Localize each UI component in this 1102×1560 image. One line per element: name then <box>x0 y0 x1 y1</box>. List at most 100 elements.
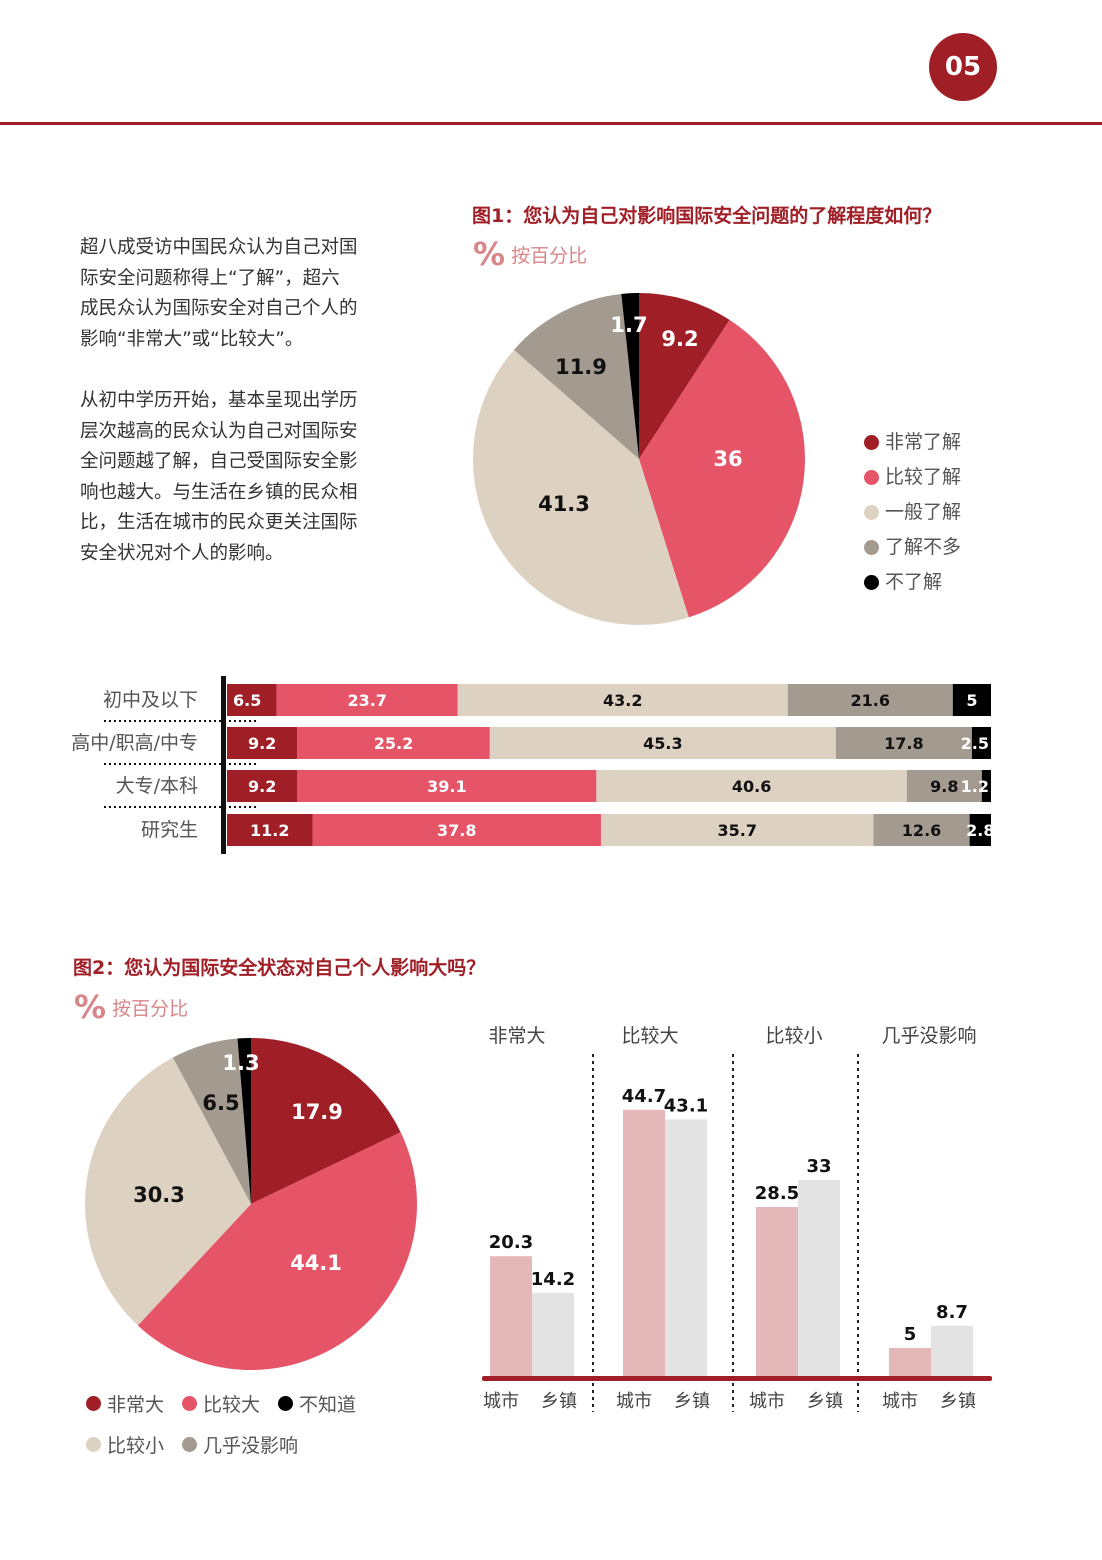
bar-value-label: 33 <box>806 1156 831 1177</box>
slice-label: 9.2 <box>661 327 698 351</box>
slice-label: 44.1 <box>290 1251 342 1275</box>
paragraph-2: 从初中学历开始，基本呈现出学历 层次越高的民众认为自己对国际安 全问题越了解，自… <box>80 386 358 569</box>
bar-category-label: 城市 <box>882 1391 918 1412</box>
bar-value-label: 43.1 <box>664 1095 708 1116</box>
category-label: 高中/职高/中专 <box>71 732 198 754</box>
percent-icon: % <box>74 988 107 1026</box>
text-line: 从初中学历开始，基本呈现出学历 <box>80 390 358 411</box>
text-line: 响也越大。与生活在乡镇的民众相 <box>80 481 358 503</box>
legend-dot-icon <box>864 505 879 520</box>
group-title: 非常大 <box>488 1025 545 1047</box>
text-line: 安全状况对个人的影响。 <box>80 542 284 564</box>
legend-dot-icon <box>182 1396 198 1411</box>
figure2-pie-chart: 17.9 44.1 30.3 6.5 1.3 <box>85 1038 417 1370</box>
bar-value-label: 28.5 <box>755 1183 799 1204</box>
legend-dot-icon <box>864 470 879 485</box>
bar-segment <box>952 684 991 716</box>
bar <box>490 1256 532 1378</box>
bar <box>889 1348 931 1378</box>
legend-dot-icon <box>864 540 879 555</box>
figure1-pie-chart: 9.2 36 41.3 11.91.7 <box>472 293 805 625</box>
bar-segment <box>457 684 788 716</box>
bar-segment <box>297 727 490 759</box>
segment-label: 37.8 <box>437 821 476 840</box>
bar-segment <box>596 770 907 802</box>
pie-slice <box>251 1038 401 1204</box>
segment-label: 12.6 <box>902 821 941 840</box>
pie-slice <box>237 1038 251 1204</box>
group-title: 几乎没影响 <box>881 1025 976 1047</box>
unit-label: 按百分比 <box>511 244 588 267</box>
segment-label: 9.8 <box>930 777 958 796</box>
segment-label: 45.3 <box>643 734 682 753</box>
figure1-unit: % 按百分比 <box>473 238 587 270</box>
pie-slice <box>172 1038 251 1204</box>
legend-label: 不了解 <box>885 571 943 593</box>
bar-category-label: 城市 <box>483 1391 519 1412</box>
bar-category-label: 乡镇 <box>940 1391 976 1412</box>
bar-segment <box>297 770 597 802</box>
bar-category-label: 城市 <box>616 1391 652 1412</box>
category-label: 大专/本科 <box>116 775 198 797</box>
legend-label: 几乎没影响 <box>203 1435 299 1457</box>
legend-label: 比较小 <box>107 1435 165 1457</box>
bar-segment <box>227 684 277 716</box>
legend-dot-icon <box>278 1396 294 1411</box>
figure1-title: 图1：您认为自己对影响国际安全问题的了解程度如何？ <box>472 205 942 227</box>
bar-value-label: 44.7 <box>622 1086 666 1107</box>
figure2-legend: 非常大 比较大 不知道 比较小 几乎没影响 <box>86 1390 356 1472</box>
pie-slice <box>639 319 805 618</box>
segment-label: 43.2 <box>603 691 642 710</box>
bar-value-label: 8.7 <box>936 1302 968 1323</box>
bar <box>798 1180 840 1378</box>
city-town-grouped-bar-chart: 非常大 20.3 城市 14.2 乡镇 比较大 44.7 城市 43.1 乡镇 比较小 28.5 城市 3… <box>482 1025 992 1412</box>
bar-segment <box>971 727 991 759</box>
bar-segment <box>873 814 970 846</box>
legend-item: 比较小 <box>86 1431 164 1458</box>
category-label: 研究生 <box>141 819 198 841</box>
legend-item: 非常了解 <box>864 430 961 455</box>
legend-row: 非常大 比较大 不知道 <box>86 1390 356 1417</box>
segment-label: 9.2 <box>248 777 276 796</box>
slice-label: 11.9 <box>555 355 607 379</box>
bar-value-label: 14.2 <box>531 1269 575 1290</box>
paragraph-1: 超八成受访中国民众认为自己对国 际安全问题称得上“了解”，超六 成民众认为国际安… <box>80 233 358 355</box>
education-stacked-bar-chart: 初中及以下 6.5 23.7 43.2 21.6 5 高中/职高/中专 9.2 25.2 45.3… <box>71 676 994 854</box>
slice-label: 1.7 <box>610 313 647 337</box>
legend-item: 不知道 <box>278 1390 356 1417</box>
bar-category-label: 城市 <box>749 1391 785 1412</box>
bar <box>931 1325 973 1378</box>
legend-dot-icon <box>182 1437 198 1452</box>
text-line: 层次越高的民众认为自己对国际安 <box>80 420 358 442</box>
bar-segment <box>227 770 298 802</box>
legend-item: 比较大 <box>182 1390 260 1417</box>
legend-label: 不知道 <box>299 1394 357 1416</box>
bar-segment <box>227 814 313 846</box>
body-text: 超八成受访中国民众认为自己对国 际安全问题称得上“了解”，超六 成民众认为国际安… <box>80 233 358 569</box>
pie-slice <box>85 1057 251 1326</box>
pie-slice <box>513 293 639 459</box>
segment-label: 25.2 <box>374 734 413 753</box>
bar-segment <box>906 770 982 802</box>
legend-label: 非常了解 <box>885 431 962 453</box>
text-line: 比，生活在城市的民众更关注国际 <box>80 512 358 533</box>
bar-value-label: 20.3 <box>489 1232 533 1253</box>
pie-slice <box>472 349 689 625</box>
slice-label: 6.5 <box>202 1091 239 1115</box>
pie-slice <box>621 293 639 459</box>
bar-value-label: 5 <box>904 1324 917 1345</box>
bar-category-label: 乡镇 <box>807 1391 843 1412</box>
bar-segment <box>969 814 991 846</box>
slice-label: 1.3 <box>222 1051 259 1075</box>
text-line: 超八成受访中国民众认为自己对国 <box>80 237 358 258</box>
segment-label: 5 <box>966 691 977 710</box>
legend-dot-icon <box>86 1396 101 1411</box>
bar-category-label: 乡镇 <box>541 1391 577 1412</box>
legend-dot-icon <box>864 575 879 590</box>
bar <box>623 1109 665 1378</box>
bar-segment <box>489 727 836 759</box>
legend-item: 不了解 <box>864 570 961 595</box>
slice-label: 30.3 <box>133 1183 185 1207</box>
text-line: 成民众认为国际安全对自己个人的 <box>80 298 358 319</box>
segment-label: 2.8 <box>966 821 994 840</box>
